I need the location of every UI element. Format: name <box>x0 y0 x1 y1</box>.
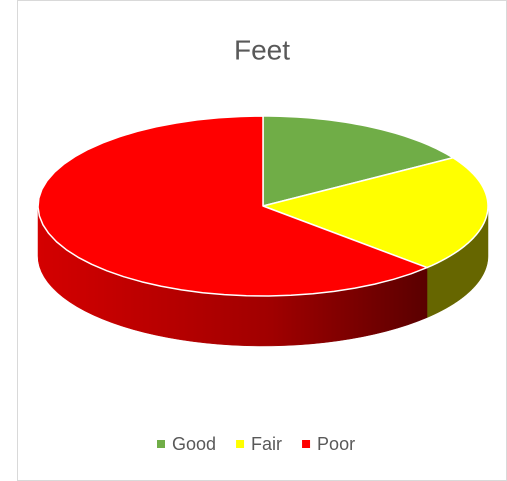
legend-label: Good <box>172 434 216 454</box>
legend-label: Fair <box>251 434 282 454</box>
slice <box>262 157 489 269</box>
slice <box>262 115 454 207</box>
legend-marker <box>236 440 245 448</box>
legend-marker <box>157 440 165 448</box>
legend: Good Fair Poor <box>157 434 355 454</box>
chart-title: Feet <box>234 34 290 65</box>
pie <box>37 115 489 347</box>
legend-label: Poor <box>317 434 355 454</box>
slice <box>37 115 428 297</box>
legend-marker <box>302 440 311 448</box>
